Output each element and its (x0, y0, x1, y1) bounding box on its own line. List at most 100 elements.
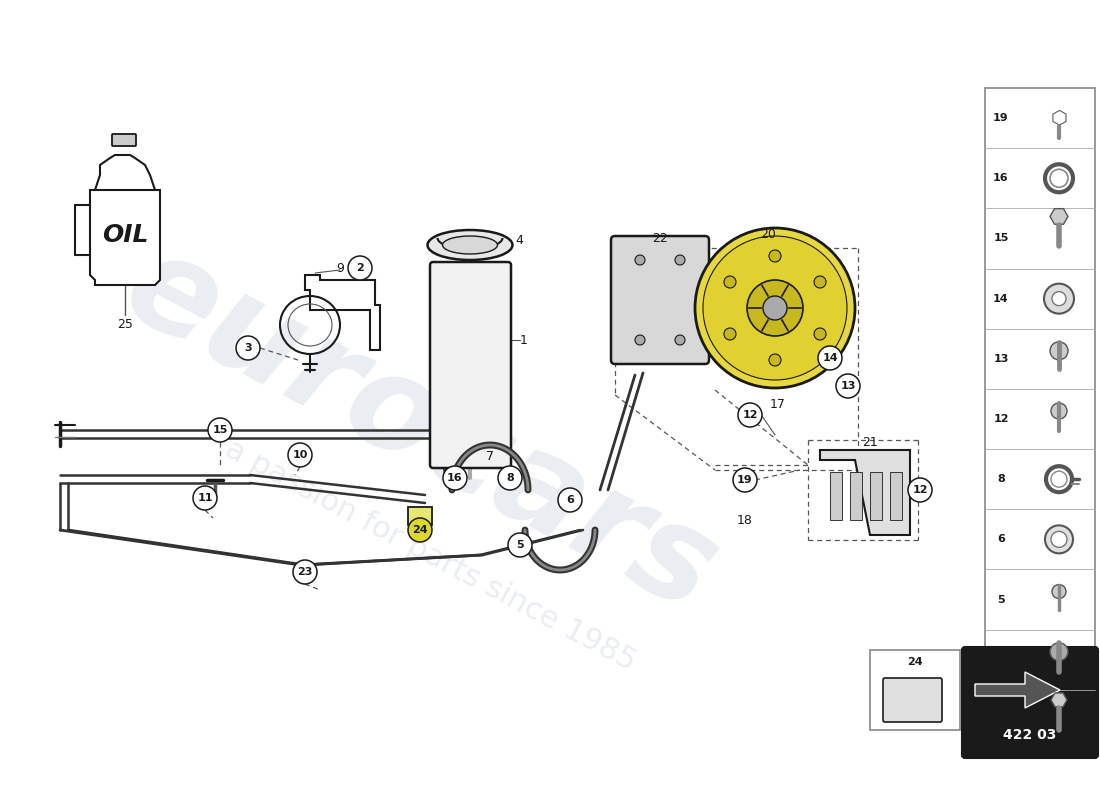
Text: 3: 3 (244, 343, 252, 353)
Text: 14: 14 (993, 294, 1009, 304)
Circle shape (724, 328, 736, 340)
Circle shape (769, 250, 781, 262)
Polygon shape (1050, 209, 1068, 224)
Text: 2: 2 (356, 263, 364, 273)
Text: a passion for parts since 1985: a passion for parts since 1985 (220, 434, 640, 676)
Text: 15: 15 (993, 234, 1009, 243)
Circle shape (724, 276, 736, 288)
Text: 6: 6 (997, 534, 1005, 544)
FancyBboxPatch shape (830, 472, 842, 520)
Circle shape (635, 255, 645, 265)
Text: 22: 22 (652, 231, 668, 245)
Text: eurocars: eurocars (103, 222, 737, 638)
FancyBboxPatch shape (870, 472, 882, 520)
Text: 2: 2 (997, 715, 1005, 725)
Circle shape (498, 466, 522, 490)
Text: 25: 25 (117, 318, 133, 331)
FancyBboxPatch shape (883, 678, 942, 722)
Text: 7: 7 (486, 450, 494, 462)
FancyBboxPatch shape (112, 134, 136, 146)
Circle shape (763, 296, 786, 320)
Circle shape (814, 328, 826, 340)
Text: 10: 10 (293, 450, 308, 460)
FancyBboxPatch shape (870, 650, 960, 730)
Circle shape (1050, 531, 1067, 547)
Text: ⬡: ⬡ (1050, 109, 1067, 127)
Circle shape (208, 418, 232, 442)
Text: 20: 20 (760, 227, 775, 241)
Text: 3: 3 (998, 654, 1004, 665)
Polygon shape (90, 190, 160, 285)
Circle shape (675, 255, 685, 265)
Text: 9: 9 (337, 262, 344, 274)
Text: 5: 5 (516, 540, 524, 550)
Circle shape (443, 466, 468, 490)
Circle shape (814, 276, 826, 288)
Text: 12: 12 (993, 414, 1009, 424)
Polygon shape (975, 672, 1060, 708)
Text: 15: 15 (212, 425, 228, 435)
FancyBboxPatch shape (984, 88, 1094, 750)
Circle shape (738, 403, 762, 427)
Text: 21: 21 (862, 435, 878, 449)
Circle shape (747, 280, 803, 336)
Polygon shape (820, 450, 910, 535)
Text: OIL: OIL (102, 223, 148, 247)
Circle shape (908, 478, 932, 502)
Polygon shape (305, 275, 380, 350)
Text: 19: 19 (993, 113, 1009, 123)
Circle shape (1050, 642, 1068, 661)
Polygon shape (1050, 693, 1067, 707)
Text: 16: 16 (448, 473, 463, 483)
Text: 12: 12 (912, 485, 927, 495)
Text: 8: 8 (506, 473, 514, 483)
Circle shape (695, 228, 855, 388)
Circle shape (1045, 526, 1072, 554)
Text: 1: 1 (520, 334, 528, 346)
Circle shape (508, 533, 532, 557)
Text: 23: 23 (297, 567, 312, 577)
Text: 12: 12 (742, 410, 758, 420)
Circle shape (1052, 585, 1066, 598)
Circle shape (192, 486, 217, 510)
Circle shape (408, 518, 432, 542)
Text: 16: 16 (993, 174, 1009, 183)
FancyBboxPatch shape (850, 472, 862, 520)
Circle shape (703, 236, 847, 380)
FancyBboxPatch shape (430, 262, 512, 468)
FancyBboxPatch shape (408, 507, 432, 525)
Circle shape (818, 346, 842, 370)
Circle shape (1050, 342, 1068, 360)
Text: 422 03: 422 03 (1003, 728, 1057, 742)
Text: 14: 14 (822, 353, 838, 363)
Text: 18: 18 (737, 514, 752, 526)
Circle shape (1052, 292, 1066, 306)
Circle shape (348, 256, 372, 280)
Circle shape (733, 468, 757, 492)
Circle shape (635, 335, 645, 345)
Text: 4: 4 (515, 234, 522, 246)
Circle shape (1044, 284, 1074, 314)
Text: 6: 6 (566, 495, 574, 505)
FancyBboxPatch shape (962, 647, 1098, 758)
Ellipse shape (428, 230, 513, 260)
Text: 5: 5 (998, 594, 1004, 605)
Circle shape (236, 336, 260, 360)
Circle shape (293, 560, 317, 584)
Text: 13: 13 (993, 354, 1009, 364)
Text: 13: 13 (840, 381, 856, 391)
Circle shape (769, 354, 781, 366)
Circle shape (836, 374, 860, 398)
Ellipse shape (442, 236, 497, 254)
FancyBboxPatch shape (610, 236, 710, 364)
Text: 8: 8 (997, 474, 1005, 484)
FancyBboxPatch shape (890, 472, 902, 520)
Circle shape (558, 488, 582, 512)
Text: 19: 19 (737, 475, 752, 485)
Text: 11: 11 (197, 493, 212, 503)
Circle shape (1050, 403, 1067, 419)
Circle shape (675, 335, 685, 345)
Text: 17: 17 (770, 398, 785, 411)
Text: 24: 24 (412, 525, 428, 535)
Text: 24: 24 (908, 657, 923, 667)
